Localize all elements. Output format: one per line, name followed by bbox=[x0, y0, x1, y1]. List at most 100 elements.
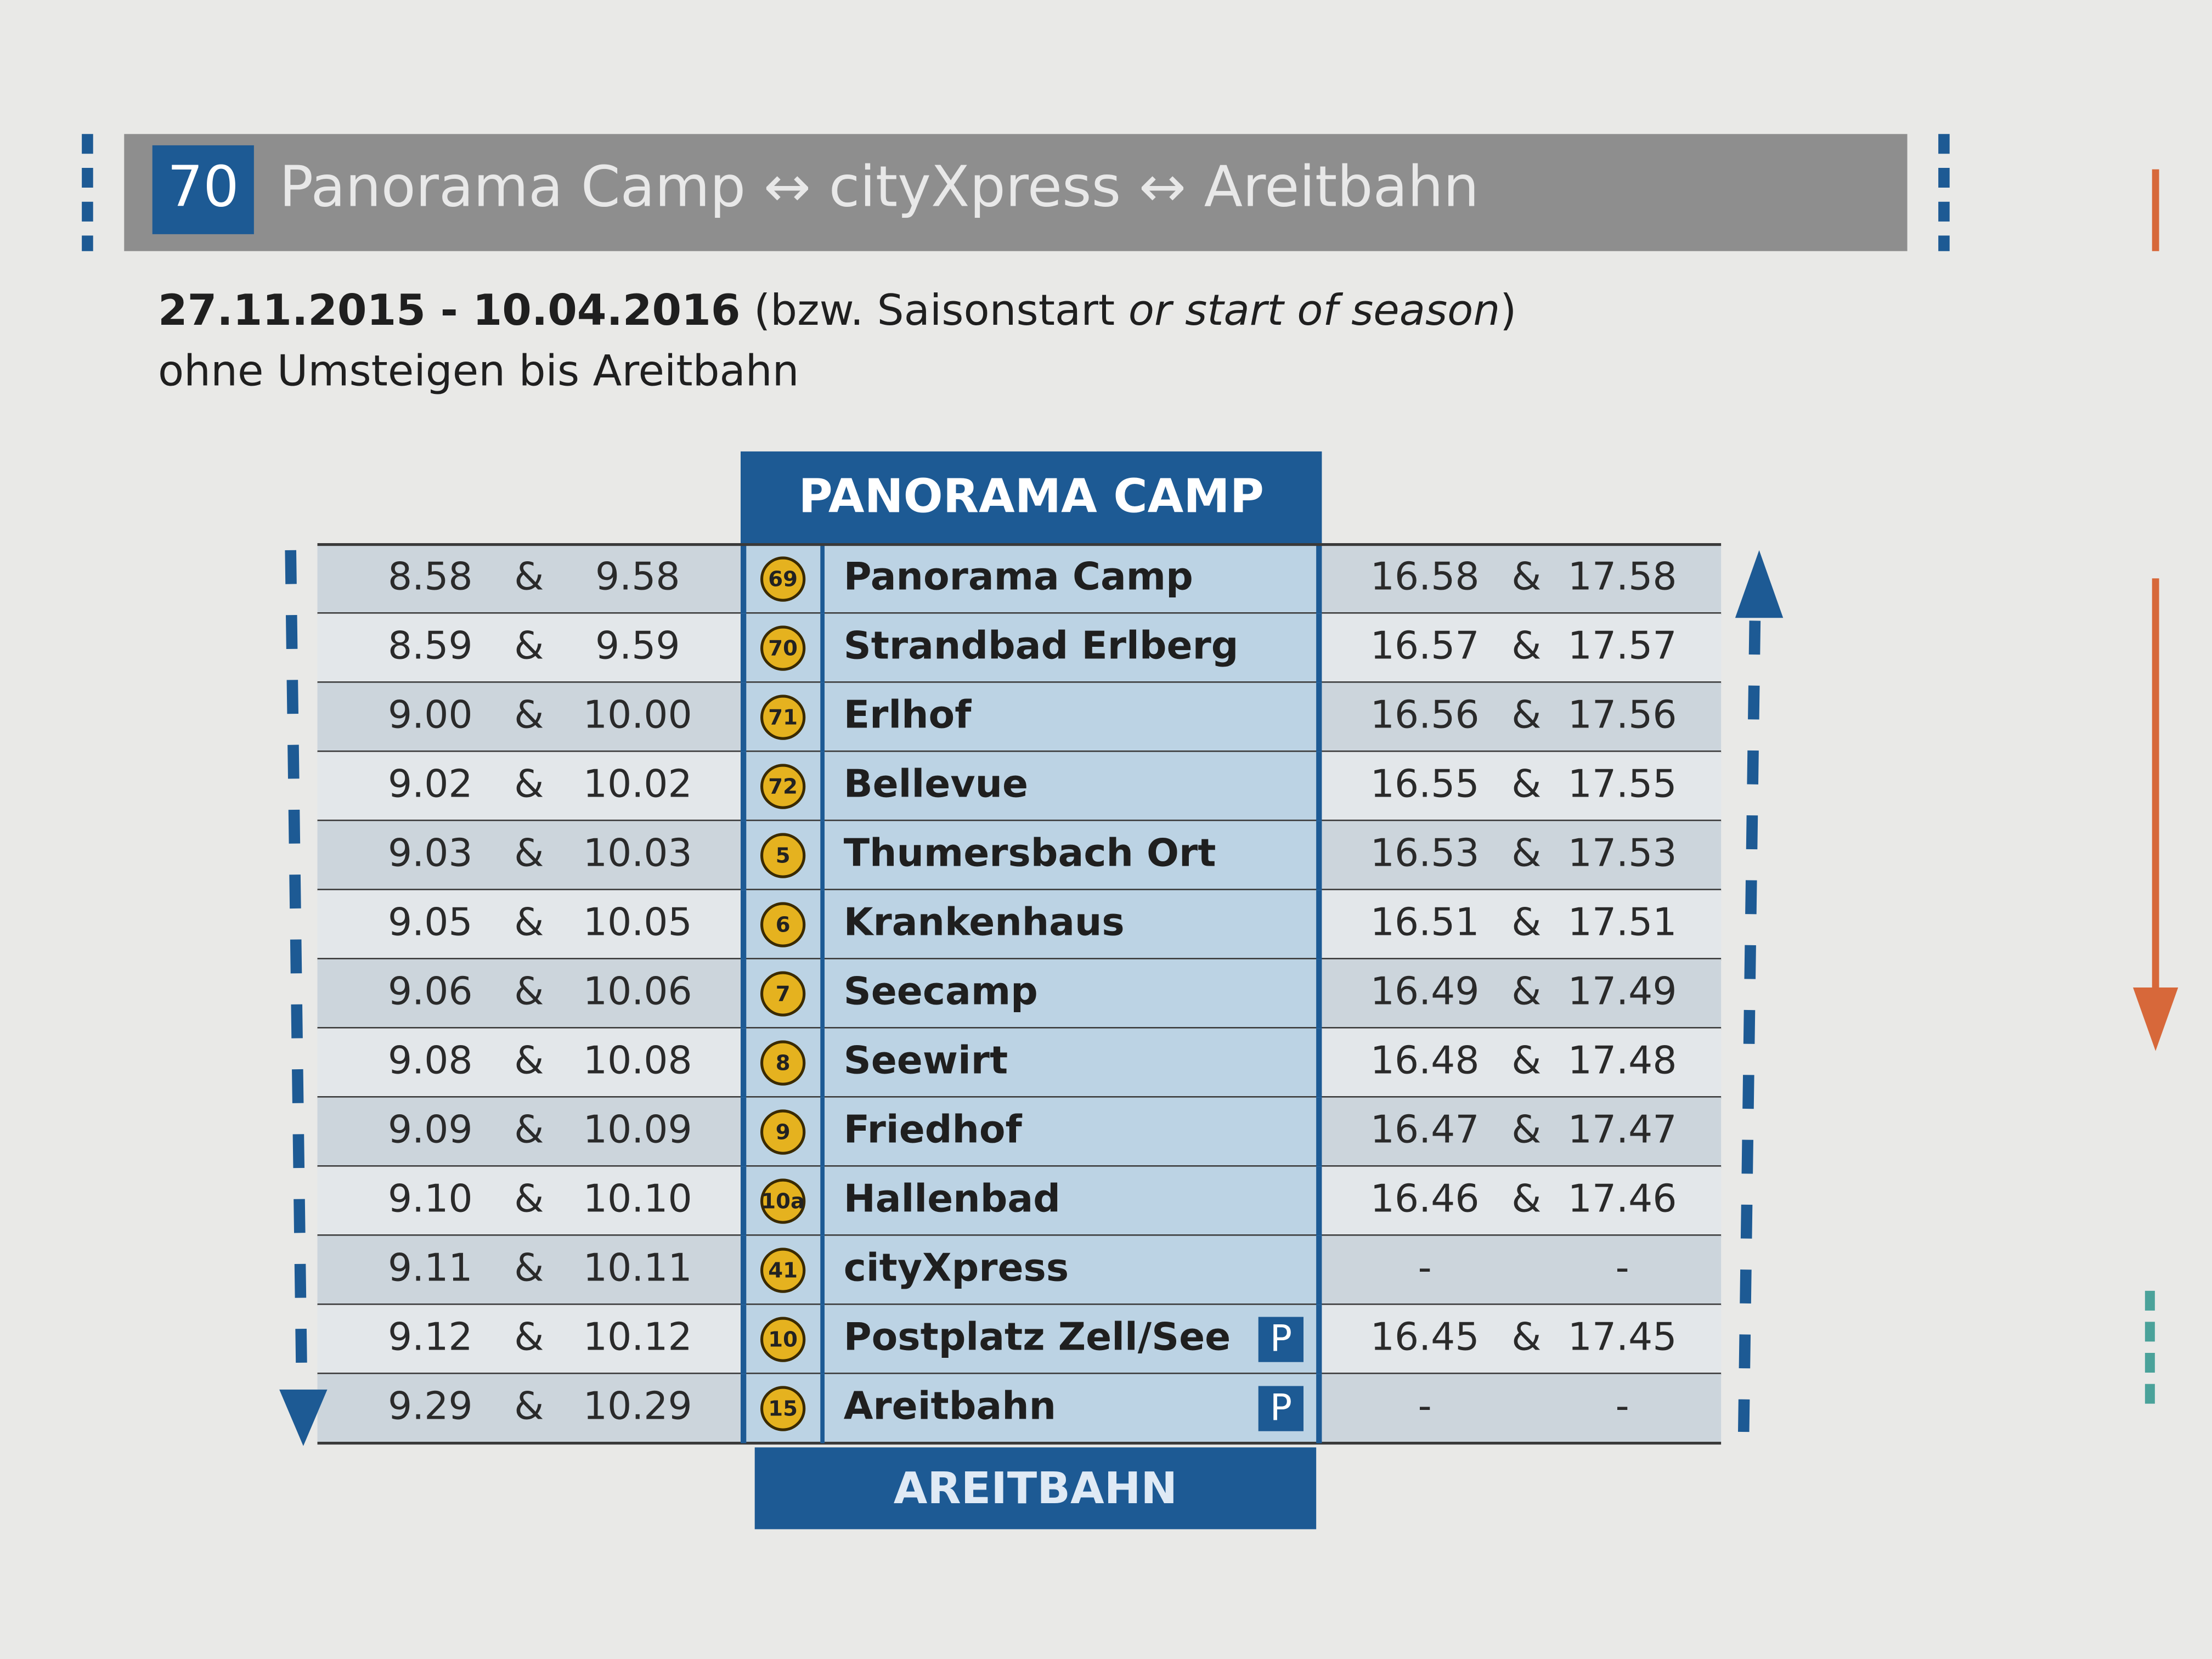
time: 16.49 bbox=[1370, 970, 1480, 1014]
direction-dash bbox=[285, 550, 308, 1397]
time: 10.10 bbox=[583, 1177, 692, 1221]
time: 16.53 bbox=[1370, 832, 1480, 876]
stop-badge bbox=[760, 833, 806, 878]
stop-badge bbox=[760, 1109, 806, 1155]
row-right bbox=[1319, 613, 1722, 683]
row-right bbox=[1319, 1305, 1722, 1374]
time: 17.57 bbox=[1568, 624, 1677, 668]
stop-name: Krankenhaus bbox=[844, 901, 1125, 945]
ampersand: & bbox=[514, 1108, 544, 1152]
time: 8.58 bbox=[388, 555, 473, 599]
stop-name: Postplatz Zell/See bbox=[844, 1316, 1231, 1359]
ampersand: & bbox=[514, 1177, 544, 1221]
row-right bbox=[1319, 1374, 1722, 1443]
stop-badge bbox=[760, 1248, 806, 1293]
stop-name: Areitbahn bbox=[844, 1385, 1056, 1429]
time: 17.53 bbox=[1568, 832, 1677, 876]
stop-number: 10a bbox=[761, 1189, 805, 1214]
stop-badge bbox=[760, 1040, 806, 1086]
ampersand: & bbox=[1511, 1316, 1541, 1359]
parking-box bbox=[1258, 1386, 1304, 1431]
row-mid bbox=[743, 1097, 1319, 1167]
ampersand: & bbox=[1511, 624, 1541, 668]
time: - bbox=[1616, 1246, 1629, 1290]
row-mid bbox=[743, 1235, 1319, 1305]
stop-name: Hallenbad bbox=[844, 1177, 1060, 1221]
dates: 27.11.2015 - 10.04.2016 bbox=[158, 286, 741, 335]
row-right bbox=[1319, 682, 1722, 752]
ampersand: & bbox=[514, 832, 544, 876]
note-close: ) bbox=[1500, 286, 1516, 335]
row-left bbox=[317, 1235, 744, 1305]
arrow-up bbox=[1735, 550, 1784, 618]
row-left bbox=[317, 890, 744, 960]
ampersand: & bbox=[514, 1316, 544, 1359]
row-left bbox=[317, 752, 744, 821]
ampersand: & bbox=[514, 970, 544, 1014]
ampersand: & bbox=[514, 555, 544, 599]
time: 16.55 bbox=[1370, 763, 1480, 806]
end-box bbox=[754, 1447, 1317, 1530]
arrow-down bbox=[279, 1389, 328, 1446]
time: 9.10 bbox=[388, 1177, 473, 1221]
row-mid bbox=[743, 821, 1319, 890]
route-title: Panorama Camp ↔ cityXpress ↔ Areitbahn bbox=[279, 154, 1479, 219]
time: 9.12 bbox=[388, 1316, 473, 1359]
row-right bbox=[1319, 959, 1722, 1029]
stop-name: Bellevue bbox=[844, 763, 1028, 806]
stop-badge bbox=[760, 1386, 806, 1431]
direction-dash bbox=[1738, 620, 1761, 1432]
row-right bbox=[1319, 1097, 1722, 1167]
row-right bbox=[1319, 1166, 1722, 1236]
header-bar bbox=[124, 134, 1908, 251]
stop-name: Thumersbach Ort bbox=[844, 832, 1216, 876]
parking: P bbox=[1270, 1317, 1292, 1360]
time: 10.08 bbox=[583, 1039, 692, 1083]
ampersand: & bbox=[1511, 970, 1541, 1014]
parking-box bbox=[1258, 1317, 1304, 1362]
time: 10.02 bbox=[583, 763, 692, 806]
ampersand: & bbox=[1511, 832, 1541, 876]
stop-number: 41 bbox=[768, 1259, 798, 1283]
time: - bbox=[1418, 1385, 1432, 1429]
stop-number: 72 bbox=[768, 775, 798, 799]
row-right bbox=[1319, 1235, 1722, 1305]
stop-name: Panorama Camp bbox=[844, 555, 1193, 599]
row-mid bbox=[743, 1166, 1319, 1236]
ampersand: & bbox=[1511, 763, 1541, 806]
time: 9.59 bbox=[595, 624, 680, 668]
time: 16.51 bbox=[1370, 901, 1480, 945]
ampersand: & bbox=[514, 763, 544, 806]
row-mid bbox=[743, 682, 1319, 752]
time: 9.29 bbox=[388, 1385, 473, 1429]
stop-name: Erlhof bbox=[844, 693, 972, 737]
row-right bbox=[1319, 1028, 1722, 1098]
time: 17.49 bbox=[1568, 970, 1677, 1014]
note: (bzw. Saisonstart bbox=[754, 286, 1115, 335]
end-label: AREITBAHN bbox=[894, 1463, 1177, 1514]
time: 9.02 bbox=[388, 763, 473, 806]
ampersand: & bbox=[1511, 1108, 1541, 1152]
time: 10.12 bbox=[583, 1316, 692, 1359]
time: 9.06 bbox=[388, 970, 473, 1014]
time: 10.11 bbox=[583, 1246, 692, 1290]
validity: 27.11.2015 - 10.04.2016 (bzw. Saisonstar… bbox=[158, 286, 1516, 335]
stop-number: 70 bbox=[768, 636, 798, 661]
time: 9.09 bbox=[388, 1108, 473, 1152]
time: 17.56 bbox=[1568, 693, 1677, 737]
time: 10.00 bbox=[583, 693, 692, 737]
stop-number: 7 bbox=[776, 982, 791, 1007]
stop-number: 6 bbox=[776, 913, 791, 938]
time: 10.03 bbox=[583, 832, 692, 876]
stop-name: Friedhof bbox=[844, 1108, 1023, 1152]
row-left bbox=[317, 1374, 744, 1443]
stop-number: 8 bbox=[776, 1051, 791, 1076]
stop-number: 71 bbox=[768, 706, 798, 730]
start-box bbox=[741, 451, 1322, 545]
row-mid bbox=[743, 544, 1319, 614]
time: 10.06 bbox=[583, 970, 692, 1014]
stop-name: Seewirt bbox=[844, 1039, 1008, 1083]
row-mid bbox=[743, 959, 1319, 1029]
time: 10.29 bbox=[583, 1385, 692, 1429]
